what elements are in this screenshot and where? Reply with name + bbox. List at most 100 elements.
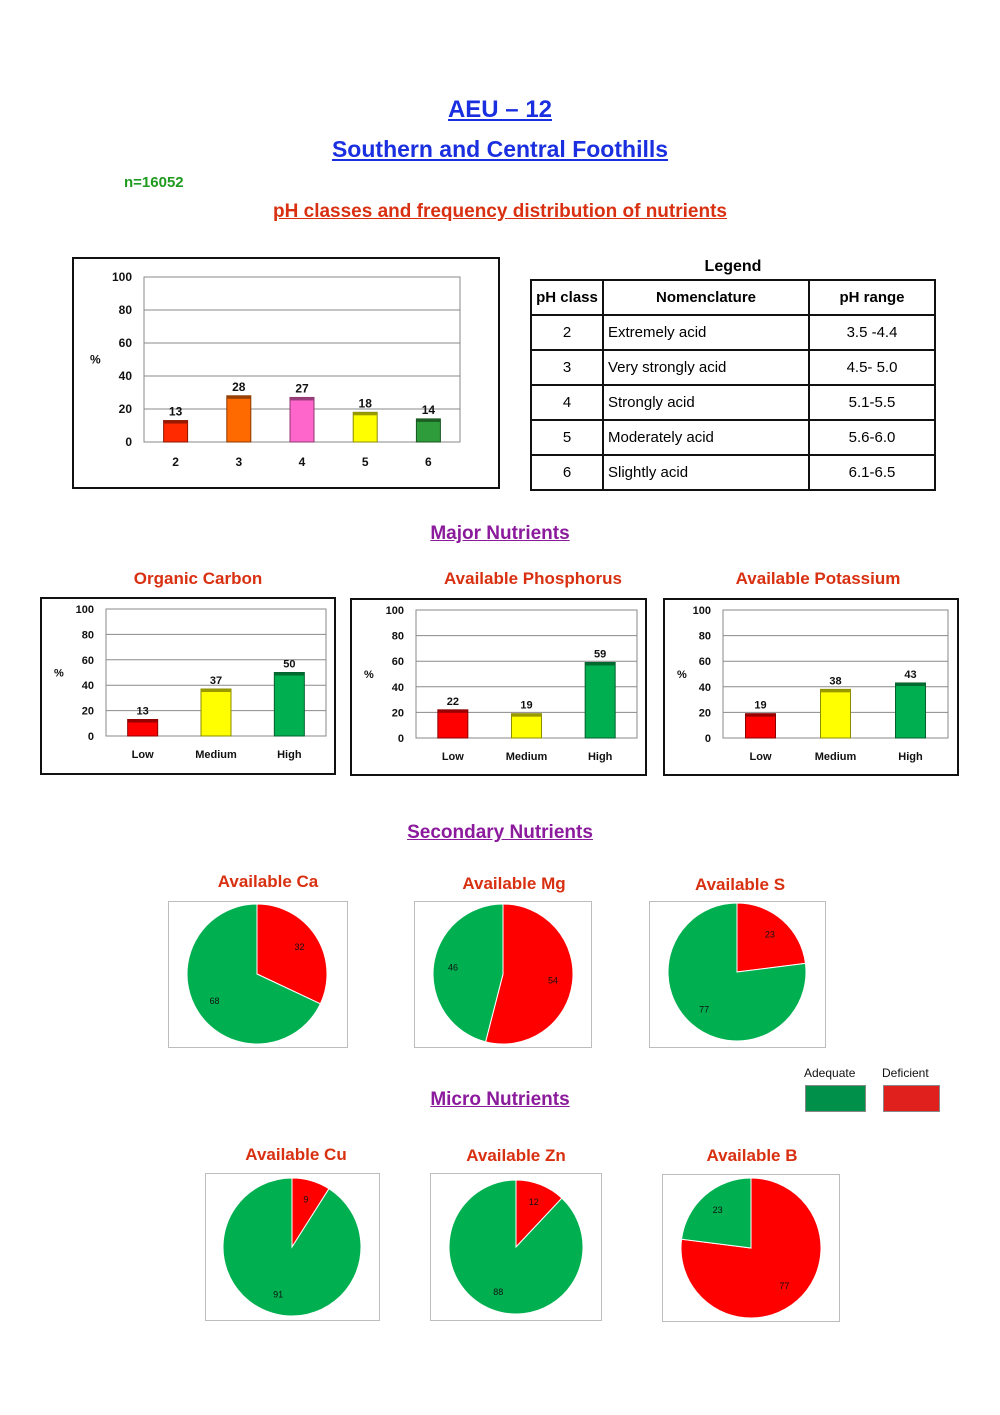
y-axis-label: % <box>364 669 374 681</box>
data-label: 37 <box>210 675 222 687</box>
b-pie-frame: 77 23 <box>662 1174 840 1322</box>
y-axis-label: % <box>54 668 64 680</box>
legend-cell: Very strongly acid <box>602 349 810 386</box>
x-tick-label: Medium <box>506 751 548 763</box>
bar <box>511 713 542 739</box>
y-tick-label: 60 <box>392 656 404 668</box>
bar-top <box>416 418 441 422</box>
page-subtitle: Southern and Central Foothills <box>331 136 669 162</box>
x-tick-label: High <box>588 751 613 763</box>
x-tick-label: Low <box>442 751 464 763</box>
bar-top <box>820 689 851 693</box>
y-tick-label: 0 <box>88 731 94 743</box>
data-label: 19 <box>754 700 766 712</box>
data-label: 88 <box>493 1287 503 1297</box>
pie-slice-adequate <box>432 903 504 1043</box>
bar-top <box>290 397 314 401</box>
bar-top <box>163 420 188 424</box>
pie-slice-adequate <box>222 1177 362 1317</box>
cu-chart-title: Available Cu <box>245 1145 347 1164</box>
y-tick-label: 80 <box>392 631 404 643</box>
x-tick-label: 4 <box>299 455 306 469</box>
data-label: 77 <box>779 1281 789 1291</box>
y-axis-label: % <box>90 353 101 367</box>
deficient-swatch <box>883 1085 940 1112</box>
bar-top <box>127 719 158 723</box>
y-tick-label: 100 <box>112 270 132 284</box>
data-label: 46 <box>448 963 458 973</box>
bar <box>352 411 378 443</box>
legend-cell: Strongly acid <box>602 384 810 421</box>
data-label: 23 <box>765 930 775 940</box>
data-label: 38 <box>829 675 841 687</box>
y-tick-label: 80 <box>82 629 94 641</box>
legend-row: 3 Very strongly acid 4.5- 5.0 <box>530 349 936 386</box>
x-tick-label: Medium <box>195 749 237 761</box>
oc-chart-title: Organic Carbon <box>133 569 263 588</box>
data-label: 14 <box>422 403 436 417</box>
ph-section-title: pH classes and frequency distribution of… <box>273 201 727 222</box>
zn-pie-frame: 12 88 <box>430 1173 602 1321</box>
bar <box>289 396 315 443</box>
legend-cell: Moderately acid <box>602 419 810 456</box>
bar-top <box>274 672 305 676</box>
sample-count: n=16052 <box>124 174 184 191</box>
bar <box>584 661 616 739</box>
legend-cell: 6.1-6.5 <box>808 454 936 491</box>
data-label: 19 <box>520 700 532 712</box>
x-tick-label: High <box>277 749 302 761</box>
pie-slice-adequate <box>667 902 807 1042</box>
data-label: 23 <box>713 1205 723 1215</box>
page-title: AEU – 12 <box>447 96 553 123</box>
legend-cell: 3 <box>530 349 604 386</box>
y-tick-label: 80 <box>119 303 133 317</box>
data-label: 32 <box>295 942 305 952</box>
legend-cell: 2 <box>530 314 604 351</box>
data-label: 18 <box>359 396 373 410</box>
k-chart-frame: 0 20 40 60 80 100% 19 Low 38 Medium 43 High <box>663 598 959 776</box>
y-axis-label: % <box>677 669 687 681</box>
bar-top <box>437 709 468 713</box>
ca-pie-chart: 32 68 <box>186 903 328 1045</box>
s-chart-title: Available S <box>694 875 786 894</box>
bar <box>895 682 926 739</box>
pie-slice-deficient <box>256 903 328 1005</box>
oc-chart-frame: 0 20 40 60 80 100% 13 Low 37 Medium 50 High <box>40 597 336 775</box>
p-chart-title: Available Phosphorus <box>444 569 622 588</box>
legend-row: 2 Extremely acid 3.5 -4.4 <box>530 314 936 351</box>
y-tick-label: 100 <box>386 605 404 617</box>
ca-pie-frame: 32 68 <box>168 901 348 1048</box>
data-label: 9 <box>303 1194 308 1204</box>
ph-bar-chart: 0 20 40 60 80 100% 13 2 28 3 27 4 18 5 14 6 <box>90 270 461 469</box>
x-tick-label: 6 <box>425 455 432 469</box>
legend-header-range: pH range <box>808 279 936 316</box>
data-label: 54 <box>548 975 558 985</box>
pie-slice-adequate <box>680 1177 752 1249</box>
cu-pie-frame: 9 91 <box>205 1173 380 1321</box>
bar <box>437 709 469 739</box>
oc-bar-chart: 0 20 40 60 80 100% 13 Low 37 Medium 50 High <box>54 604 327 761</box>
x-tick-label: Medium <box>815 751 857 763</box>
adequate-swatch <box>805 1085 866 1112</box>
bar <box>745 713 776 739</box>
bar-top <box>201 689 231 693</box>
bar <box>415 418 441 443</box>
data-label: 27 <box>295 381 309 395</box>
k-bar-chart: 0 20 40 60 80 100% 19 Low 38 Medium 43 High <box>677 605 949 763</box>
bar <box>273 672 305 737</box>
data-label: 59 <box>594 648 606 660</box>
legend-cell: 4.5- 5.0 <box>808 349 936 386</box>
bar-top <box>585 662 616 666</box>
data-label: 91 <box>273 1290 283 1300</box>
zn-chart-title: Available Zn <box>466 1146 566 1165</box>
b-chart-title: Available B <box>706 1146 798 1165</box>
secondary-nutrients-title: Secondary Nutrients <box>407 822 593 843</box>
data-label: 43 <box>904 669 916 681</box>
adequate-key-label: Adequate <box>804 1066 856 1080</box>
b-pie-chart: 77 23 <box>680 1177 822 1319</box>
s-pie-chart: 23 77 <box>667 902 807 1042</box>
data-label: 22 <box>447 696 459 708</box>
x-tick-label: 2 <box>172 455 179 469</box>
legend-row: 5 Moderately acid 5.6-6.0 <box>530 419 936 456</box>
legend-cell: 5 <box>530 419 604 456</box>
